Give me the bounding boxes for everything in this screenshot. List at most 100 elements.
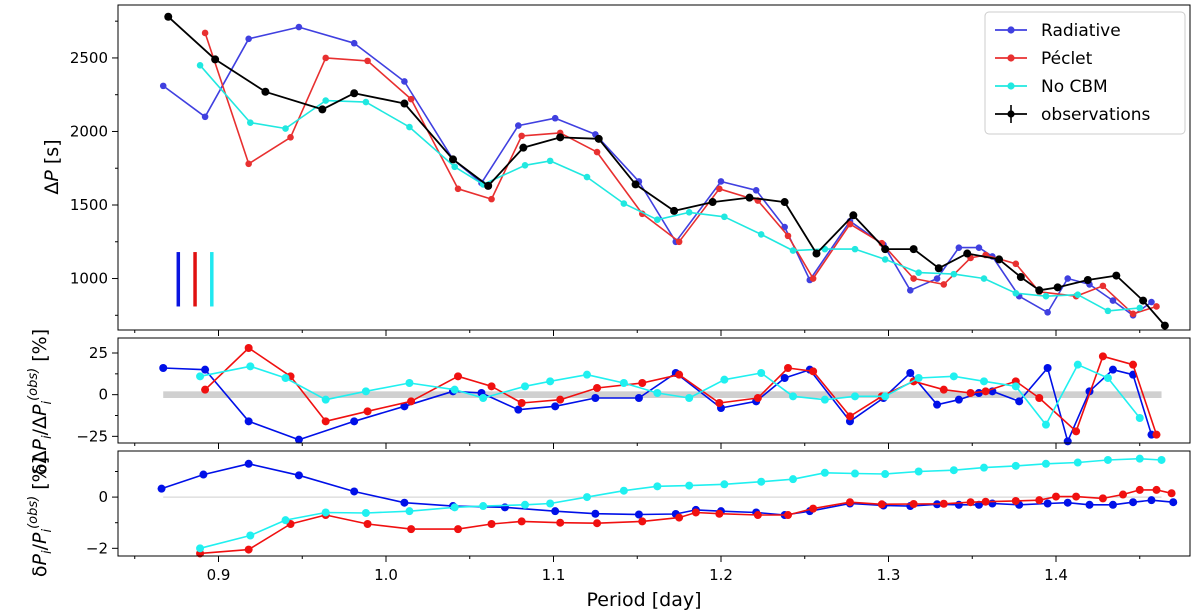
data-point xyxy=(281,374,290,382)
data-point xyxy=(845,412,854,421)
data-point xyxy=(1063,437,1072,446)
data-point xyxy=(449,155,457,164)
data-point xyxy=(1098,494,1107,503)
data-point xyxy=(211,55,220,64)
data-point xyxy=(244,545,253,554)
series-radiative xyxy=(157,459,1178,520)
x-axis-label: Period [day] xyxy=(586,589,701,611)
reference-band xyxy=(163,391,1162,398)
data-point xyxy=(1063,498,1072,507)
data-point xyxy=(675,513,684,522)
data-point xyxy=(1043,364,1052,372)
series-p-clet xyxy=(201,344,1161,439)
data-point xyxy=(820,468,829,477)
data-point xyxy=(1043,499,1052,508)
data-point xyxy=(406,123,413,131)
data-point xyxy=(199,470,208,479)
data-point xyxy=(551,114,559,122)
data-point xyxy=(294,435,303,444)
data-point xyxy=(454,525,463,534)
data-point xyxy=(753,394,762,402)
data-point xyxy=(914,467,923,476)
data-point xyxy=(350,89,359,98)
data-point xyxy=(593,519,602,528)
data-point xyxy=(407,397,416,406)
data-point xyxy=(363,519,372,528)
data-point xyxy=(881,245,890,254)
data-point xyxy=(631,180,640,189)
data-point xyxy=(809,367,818,376)
x-tick-label: 1.0 xyxy=(374,566,398,584)
data-point xyxy=(851,245,859,253)
data-point xyxy=(1012,289,1020,297)
data-point xyxy=(1135,454,1144,463)
data-point xyxy=(670,206,679,215)
data-point xyxy=(1035,286,1044,295)
data-point xyxy=(1136,304,1144,312)
data-point xyxy=(1103,455,1112,464)
data-point xyxy=(1169,498,1178,507)
data-point xyxy=(401,78,408,85)
data-point xyxy=(654,216,661,224)
data-point xyxy=(955,244,963,251)
data-point xyxy=(518,132,525,140)
data-point xyxy=(979,463,988,472)
data-point xyxy=(1167,489,1176,498)
data-point xyxy=(1073,360,1082,369)
data-point xyxy=(909,245,918,254)
series-line xyxy=(199,64,1140,312)
data-point xyxy=(1098,352,1107,361)
data-point xyxy=(981,387,990,396)
data-point xyxy=(851,469,859,478)
legend-swatch-marker xyxy=(1007,26,1015,34)
data-point xyxy=(245,35,252,43)
y-tick-label: 0 xyxy=(98,488,108,506)
series-no-cbm xyxy=(196,360,1144,429)
y-tick-label: −25 xyxy=(76,427,108,445)
data-point xyxy=(906,369,915,377)
data-point xyxy=(593,148,601,156)
data-point xyxy=(910,275,917,282)
series-line xyxy=(199,363,1141,426)
data-point xyxy=(752,186,760,194)
data-point xyxy=(757,477,766,486)
data-point xyxy=(282,125,289,132)
data-point xyxy=(517,517,526,526)
data-point xyxy=(361,508,370,517)
data-point xyxy=(364,57,371,65)
data-point xyxy=(809,275,817,282)
data-point xyxy=(784,232,792,240)
data-point xyxy=(454,185,462,193)
plot-frame xyxy=(117,450,1191,557)
data-point xyxy=(1035,394,1044,402)
data-point xyxy=(1119,490,1127,499)
data-point xyxy=(915,269,922,276)
legend-label: Radiative xyxy=(1041,21,1121,41)
data-point xyxy=(321,417,330,426)
data-point xyxy=(583,493,591,502)
data-point xyxy=(321,508,330,517)
data-point xyxy=(717,178,725,185)
data-point xyxy=(201,365,210,374)
data-point xyxy=(780,374,789,382)
data-point xyxy=(451,163,458,171)
data-point xyxy=(851,392,859,401)
y-axis-label-bottom: δPi/Pi(obs) [%] xyxy=(26,457,55,577)
data-point xyxy=(196,544,205,553)
series-observations xyxy=(164,12,1169,330)
data-point xyxy=(789,247,797,254)
legend-item: Péclet xyxy=(995,49,1093,69)
data-point xyxy=(980,275,988,282)
y-axis-label-middle: δΔPi/ΔPi(obs) [%] xyxy=(26,329,55,475)
y-tick-label: 1000 xyxy=(70,270,108,288)
data-point xyxy=(619,486,628,495)
y-tick-label: 25 xyxy=(89,344,108,362)
data-point xyxy=(949,372,958,381)
data-point xyxy=(287,134,294,141)
data-point xyxy=(521,500,530,509)
data-point xyxy=(963,249,972,258)
data-point xyxy=(716,185,723,193)
data-point xyxy=(619,379,628,387)
data-point xyxy=(1108,500,1117,509)
data-point xyxy=(164,12,173,21)
